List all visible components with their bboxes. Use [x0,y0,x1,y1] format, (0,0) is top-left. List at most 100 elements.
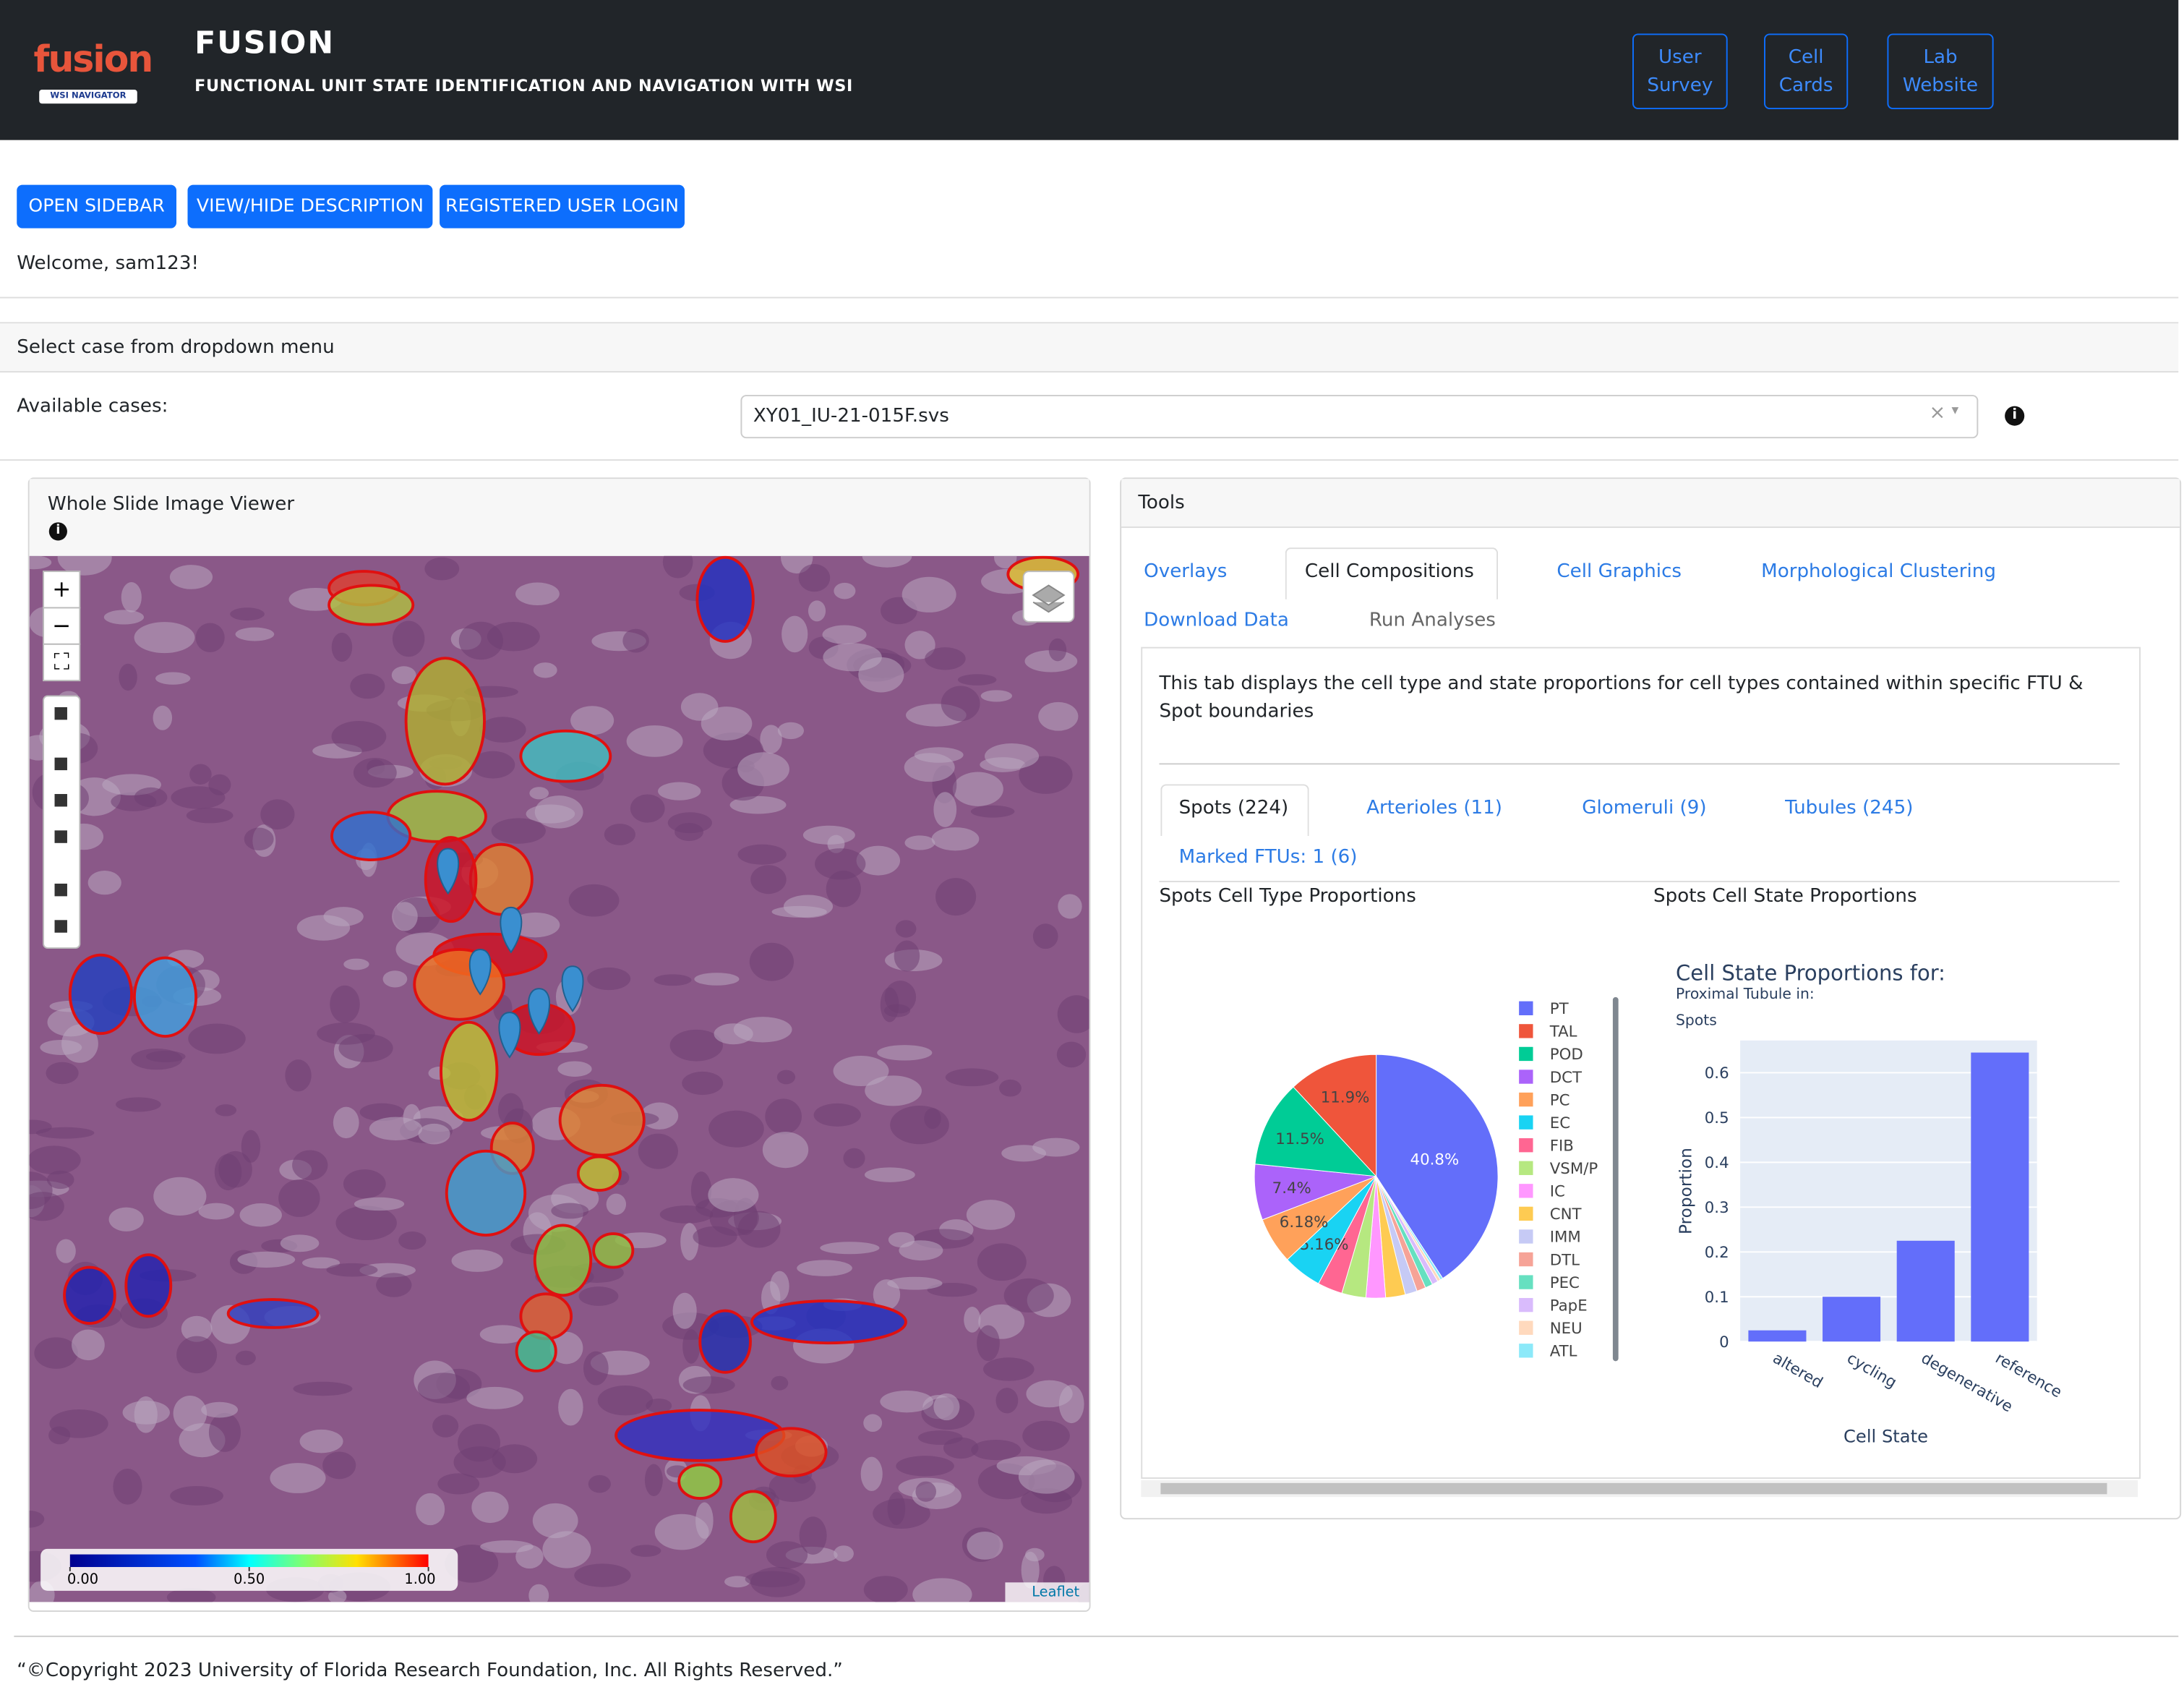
tab[interactable]: Cell Graphics [1556,560,1682,583]
tissue-structure [382,970,408,988]
chart-title: Cell State Proportions for: [1676,961,1945,986]
tissue-structure [826,870,861,908]
sub-tab[interactable]: Marked FTUs: 1 (6) [1178,845,1358,868]
tab[interactable]: Download Data [1144,609,1289,632]
card-title: Select case from dropdown menu [17,336,335,359]
bar [1971,1052,2029,1342]
legend-swatch [1519,1252,1533,1267]
sub-tab[interactable]: Glomeruli (9) [1582,796,1707,819]
slice-label: 7.4% [1272,1179,1311,1198]
tissue-structure [771,905,827,918]
tissue-structure [887,1492,906,1526]
tissue-structure [856,845,901,876]
y-tick-label: 0.3 [1705,1199,1729,1217]
tissue-structure [815,848,866,880]
tissue-structure [1058,1385,1084,1424]
tissue-structure [173,1395,207,1432]
active-tab[interactable] [1160,784,1309,837]
tissue-structure [766,1541,808,1569]
draw-tool[interactable] [54,920,67,933]
ftu-overlay [515,1330,557,1373]
control-icon: − [52,612,71,639]
tissue-structure [708,1178,759,1212]
ftu-overlay [698,1309,752,1374]
tissue-structure [34,1337,78,1369]
active-tab[interactable] [1285,547,1499,599]
info-icon[interactable]: i [48,522,67,541]
tissue-structure [895,920,917,938]
sub-tab[interactable]: Arterioles (11) [1366,796,1502,819]
draw-tool[interactable] [54,706,67,720]
legend-swatch [1519,1275,1533,1289]
tissue-structure [445,1544,499,1583]
ftu-overlay [576,1155,622,1192]
welcome-text: Welcome, sam123! [17,252,199,275]
tissue-structure [1021,1551,1040,1589]
tissue-structure [113,1469,142,1505]
tab[interactable]: Morphological Clustering [1761,560,1996,583]
tissue-structure [131,1049,183,1070]
tissue-structure [1020,1487,1073,1514]
tissue-structure [335,1205,397,1241]
scroll-thumb[interactable] [1160,1482,2107,1495]
nav-link[interactable]: Cell Cards [1764,33,1849,110]
tissue-structure [532,1503,578,1539]
tissue-structure [29,1192,64,1221]
zoom-control[interactable] [43,607,81,645]
button[interactable]: VIEW/HIDE DESCRIPTION [187,184,433,229]
tab[interactable]: Run Analyses [1369,609,1496,632]
draw-tool[interactable] [54,830,67,843]
clear-icon[interactable]: × [1929,401,1946,424]
marker-pin [500,906,523,954]
dropdown-value: XY01_IU-21-015F.svs [753,404,949,427]
tab[interactable]: Overlays [1144,560,1228,583]
tissue-structure [630,794,665,823]
info-icon[interactable]: i [2005,406,2025,426]
button[interactable]: REGISTERED USER LOGIN [440,184,685,229]
nav-link[interactable]: Lab Website [1887,33,1994,110]
legend-swatch [1519,1001,1533,1015]
tissue-structure [880,1390,934,1413]
tissue-structure [392,620,425,657]
tissue-structure [694,973,740,986]
draw-tool[interactable] [54,794,67,807]
tissue-structure [750,865,787,895]
draw-toolbar[interactable] [43,695,81,949]
draw-tool[interactable] [54,883,67,897]
tissue-structure [877,1045,933,1061]
tissue-structure [606,1193,627,1216]
slide-map[interactable] [7,540,1102,1611]
ftu-overlay [330,811,412,861]
zoom-control[interactable] [43,643,81,682]
tissue-structure [326,1263,378,1277]
nav-link[interactable]: User Survey [1632,33,1728,110]
ftu-overlay [533,1224,593,1297]
draw-tool[interactable] [54,757,67,771]
bar [1748,1330,1807,1342]
sub-tab[interactable]: Tubules (245) [1785,796,1914,819]
tissue-structure [654,974,692,986]
tissue-structure [153,1177,207,1216]
tissue-structure [887,1276,943,1290]
button[interactable]: OPEN SIDEBAR [17,184,177,229]
h-scrollbar[interactable] [1141,1480,2138,1498]
ftu-overlay [750,1299,907,1345]
tissue-structure [682,1329,701,1364]
legend-label: ATL [1550,1343,1577,1361]
legend-label: DTL [1550,1251,1580,1269]
tissue-structure [925,647,966,670]
sub-tab[interactable]: Spots (224) [1178,796,1289,819]
tissue-structure [724,1576,750,1588]
dropdown[interactable]: XY01_IU-21-015F.svs × ▾ [740,395,1979,439]
tissue-structure [331,632,353,662]
tissue-structure [134,787,168,808]
tissue-structure [776,1070,796,1085]
tissue-structure [863,1414,883,1433]
tissue-structure [658,782,701,801]
tissue-structure [350,673,385,699]
tissue-structure [802,825,855,845]
tab[interactable]: Cell Compositions [1304,560,1474,583]
divider [1159,763,2120,765]
tissue-structure [330,985,360,1023]
